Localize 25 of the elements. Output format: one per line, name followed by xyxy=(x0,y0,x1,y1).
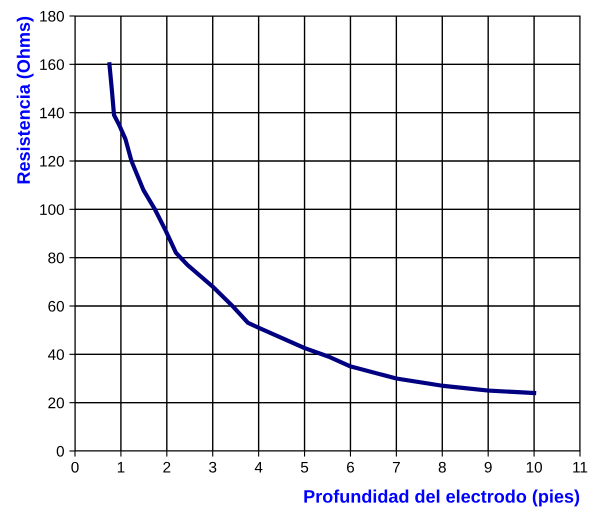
x-tick-label: 2 xyxy=(163,462,170,472)
x-tick-label: 1 xyxy=(118,462,124,472)
x-axis-title: Profundidad del electrodo (pies) xyxy=(304,490,580,506)
x-tick-label: 11 xyxy=(573,462,588,472)
x-tick-label: 4 xyxy=(254,462,262,472)
y-axis-title: Resistencia (Ohms) xyxy=(16,16,34,184)
y-tick-label: 160 xyxy=(40,59,64,70)
y-tick-label: 80 xyxy=(48,252,64,264)
y-tick-label: 120 xyxy=(40,156,64,167)
x-tick-label: 7 xyxy=(392,462,400,472)
x-tick-label: 8 xyxy=(438,462,446,473)
x-tick-label: 10 xyxy=(526,462,542,473)
x-tick-label: 6 xyxy=(346,462,354,473)
y-tick-label: 0 xyxy=(56,446,64,457)
y-tick-label: 140 xyxy=(40,108,64,118)
line-series xyxy=(107,62,536,396)
x-tick-label: 5 xyxy=(300,462,308,473)
y-tick-label: 40 xyxy=(48,349,64,360)
y-tick-label: 60 xyxy=(48,300,64,312)
y-tick-label: 180 xyxy=(40,10,64,22)
y-tick-label: 100 xyxy=(40,204,64,216)
y-tick-label: 20 xyxy=(48,398,64,408)
x-tick-label: 0 xyxy=(71,462,79,473)
x-tick-label: 9 xyxy=(484,462,492,473)
x-tick-label: 3 xyxy=(209,462,216,473)
